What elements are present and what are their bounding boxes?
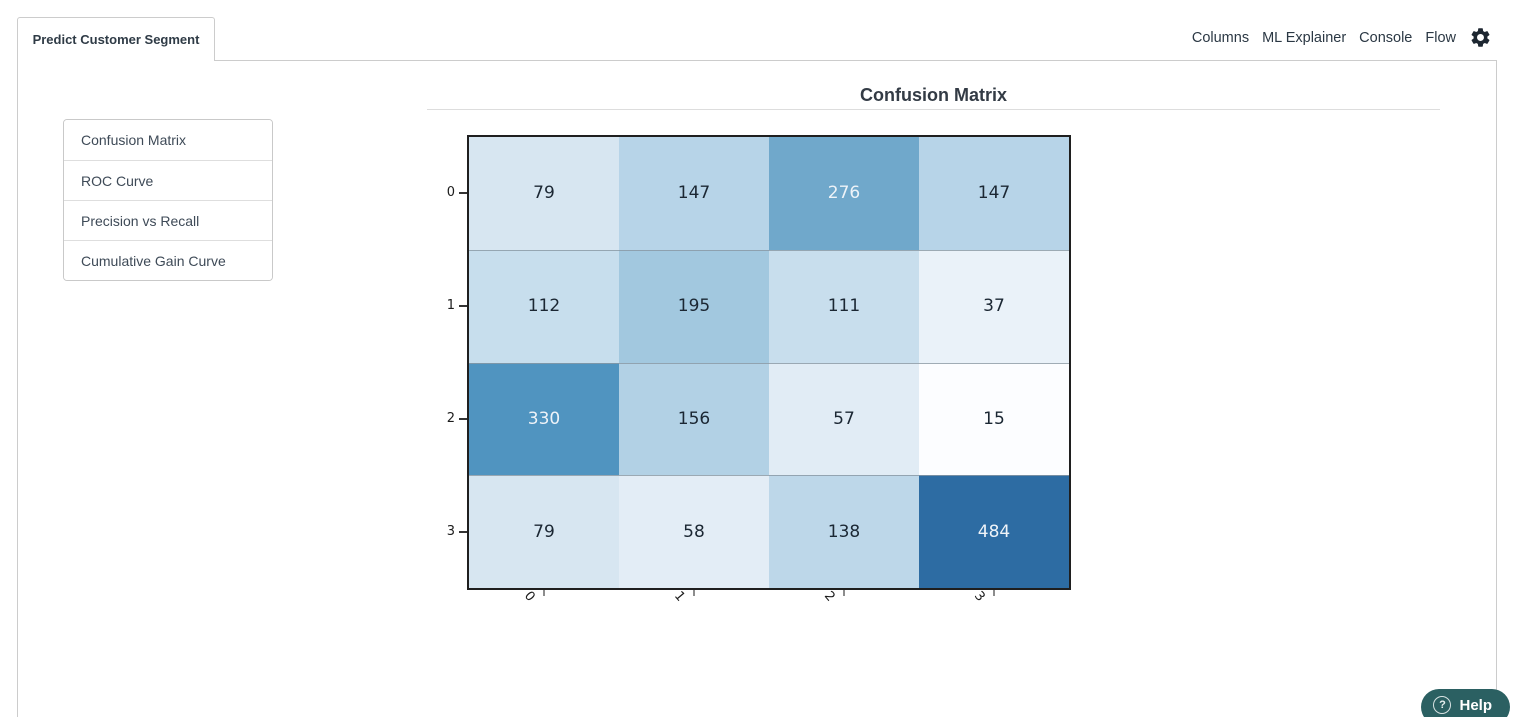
heatmap-cell-r1c2: 111 <box>769 249 919 363</box>
confusion-matrix-heatmap: 79 147 276 147 112 195 111 37 330 156 57 15 79 58 138 4… <box>447 135 1071 605</box>
menu-item-flow[interactable]: Flow <box>1425 29 1456 46</box>
heatmap-row-divider <box>469 475 1069 477</box>
heatmap-cell-r1c1: 195 <box>619 249 769 363</box>
tab-predict-customer-segment[interactable]: Predict Customer Segment <box>17 17 215 61</box>
x-axis-tick <box>843 590 845 596</box>
heatmap-row-divider <box>469 249 1069 251</box>
x-axis-tick <box>543 590 545 596</box>
heatmap-cell-r2c1: 156 <box>619 362 769 476</box>
heatmap-cell-r2c2: 57 <box>769 362 919 476</box>
heatmap-cell-r0c3: 147 <box>919 137 1069 250</box>
help-label: Help <box>1459 696 1492 714</box>
heatmap-cell-r3c3: 484 <box>919 475 1069 588</box>
top-menu: Columns ML Explainer Console Flow <box>1192 26 1492 49</box>
heatmap-cell-r0c2: 276 <box>769 137 919 250</box>
chart-header: Confusion Matrix <box>427 84 1440 110</box>
heatmap-cell-r2c0: 330 <box>469 362 619 476</box>
menu-item-ml-explainer[interactable]: ML Explainer <box>1262 29 1347 46</box>
heatmap-cell-r2c3: 15 <box>919 362 1069 476</box>
sidebar-item-cumulative-gain-curve[interactable]: Cumulative Gain Curve <box>64 240 272 280</box>
heatmap-grid: 79 147 276 147 112 195 111 37 330 156 57 15 79 58 138 4… <box>469 137 1069 588</box>
question-mark-icon: ? <box>1433 696 1452 714</box>
help-button[interactable]: ? Help <box>1421 689 1510 717</box>
sidebar-item-precision-vs-recall[interactable]: Precision vs Recall <box>64 200 272 240</box>
chart-selector-list: Confusion Matrix ROC Curve Precision vs Re… <box>63 119 273 281</box>
chart-title: Confusion Matrix <box>860 85 1007 105</box>
heatmap-cell-r1c0: 112 <box>469 249 619 363</box>
y-axis-tick <box>459 417 467 420</box>
gear-icon[interactable] <box>1469 26 1492 49</box>
y-axis-tick <box>459 305 467 308</box>
heatmap-row-divider <box>469 362 1069 364</box>
y-axis-label: 0 <box>446 185 455 201</box>
heatmap-cell-r3c0: 79 <box>469 475 619 588</box>
y-axis-tick <box>459 192 467 195</box>
y-axis-label: 2 <box>446 410 455 426</box>
heatmap-cell-r1c3: 37 <box>919 249 1069 363</box>
tab-label: Predict Customer Segment <box>32 32 200 47</box>
x-axis-tick <box>693 590 695 596</box>
menu-item-columns[interactable]: Columns <box>1191 29 1250 46</box>
y-axis-label: 3 <box>446 523 455 539</box>
heatmap-cell-r3c1: 58 <box>619 475 769 588</box>
x-axis-tick <box>993 590 995 596</box>
sidebar-item-confusion-matrix[interactable]: Confusion Matrix <box>64 120 272 160</box>
y-axis-tick <box>459 530 467 533</box>
heatmap-cell-r0c0: 79 <box>469 137 619 250</box>
sidebar-item-roc-curve[interactable]: ROC Curve <box>64 160 272 200</box>
y-axis-label: 1 <box>446 298 455 314</box>
menu-item-console[interactable]: Console <box>1359 29 1413 46</box>
heatmap-cell-r0c1: 147 <box>619 137 769 250</box>
heatmap-cell-r3c2: 138 <box>769 475 919 588</box>
